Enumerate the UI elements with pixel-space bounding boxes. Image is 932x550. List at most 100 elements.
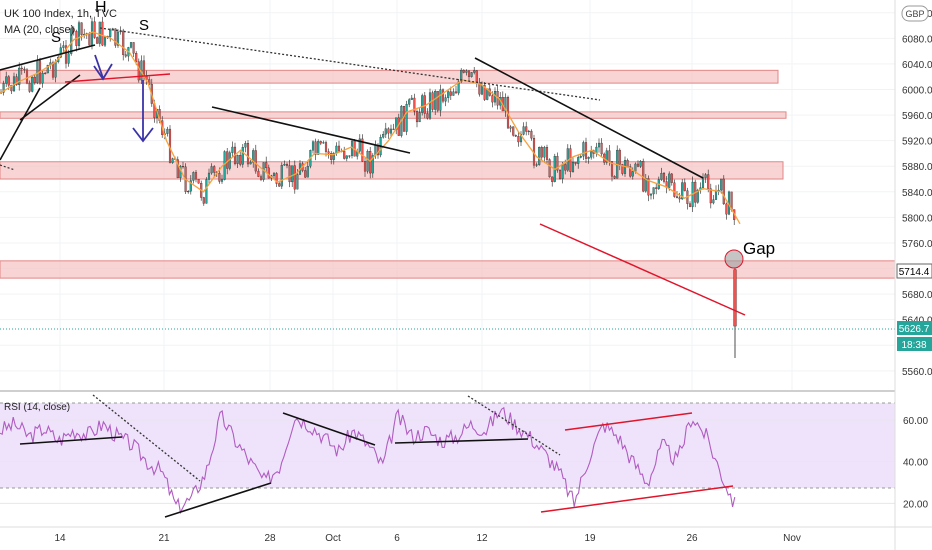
candle-body [348, 155, 351, 157]
candle-body [142, 60, 146, 77]
candle-body [704, 174, 707, 178]
candle-body [332, 153, 335, 160]
last-price-tag-box [897, 321, 932, 335]
countdown-tag-box [897, 337, 932, 351]
candle-body [205, 179, 208, 204]
candle-body [668, 173, 671, 188]
candle-body [246, 143, 250, 165]
candle-body [101, 21, 104, 46]
candle-body [171, 158, 174, 163]
candle-body [634, 163, 637, 172]
candle-body [33, 76, 36, 83]
price-axis-tick: 5960.0 [902, 111, 932, 122]
candle-body [314, 141, 317, 155]
trendline-dotted-left [0, 164, 16, 171]
candle-body [517, 136, 520, 143]
rsi-drawings [19, 394, 734, 518]
rsi-axis-tick: 40.00 [903, 458, 928, 469]
candle-body [418, 112, 421, 123]
candle-body [288, 165, 291, 183]
candle-body [465, 70, 468, 73]
price-axis-tick: 5880.0 [902, 162, 932, 173]
candle-body [291, 165, 294, 183]
zone-rect [0, 161, 784, 180]
candle-body [428, 92, 432, 119]
candle-body [223, 151, 226, 180]
symbol-legend: UK 100 Index, 1h, TVC [4, 8, 117, 20]
candle-body [655, 187, 658, 189]
candle-body [382, 134, 385, 138]
candle-body [59, 47, 62, 58]
candle-body [636, 163, 640, 167]
rsi-grid [0, 419, 895, 504]
candle-body [2, 83, 5, 93]
candle-body [714, 190, 718, 200]
candle-body [306, 166, 309, 178]
currency-badge: GBP [905, 9, 924, 19]
candle-body [18, 67, 21, 85]
candle-body [605, 150, 608, 163]
candle-body [629, 166, 632, 177]
candle-body [387, 128, 390, 134]
rsi-axis-labels[interactable]: 20.00 40.00 60.00 [903, 416, 928, 510]
drawings [0, 27, 746, 316]
candle-body [64, 45, 68, 64]
candle-body [454, 91, 458, 94]
trendline-descending-1 [211, 106, 411, 154]
candle-body [618, 149, 621, 165]
candle-body [77, 22, 81, 46]
candle-body [296, 174, 299, 190]
candle-body [371, 155, 374, 174]
time-axis-tick: Oct [325, 533, 341, 544]
candle-body [384, 128, 387, 135]
candle-body [647, 178, 650, 196]
head-label: H [95, 0, 107, 16]
candle-body [319, 141, 322, 144]
rsi-legend: RSI (14, close) [4, 402, 70, 413]
candle-body [181, 165, 185, 168]
candle-body [54, 61, 57, 78]
candle-body [569, 148, 572, 172]
candle-body [480, 85, 484, 95]
candle-body [587, 157, 590, 159]
price-axis-tick: 5920.0 [902, 137, 932, 148]
time-axis-tick: 12 [476, 533, 488, 544]
trendline-red-channel [539, 223, 746, 316]
candle-body [98, 21, 101, 44]
candle-body [696, 189, 699, 203]
candle-body [124, 54, 127, 57]
last-price-tag: 5626.7 [899, 324, 930, 335]
ma-legend: MA (20, close) [4, 24, 74, 36]
candle-body [231, 146, 234, 153]
time-axis-tick: 26 [686, 533, 698, 544]
candle-body [709, 188, 712, 204]
candle-body [525, 126, 528, 132]
trendline-dotted-resistance [99, 27, 601, 101]
level-tag-box [896, 263, 932, 279]
candle-body [207, 172, 211, 180]
candle-body [244, 143, 247, 148]
candle-body [103, 35, 107, 46]
candle-body [444, 97, 447, 102]
candle-body [358, 138, 361, 152]
candle-body [470, 72, 473, 77]
candle-body [366, 151, 369, 172]
time-axis-tick: 28 [264, 533, 276, 544]
candle-body [673, 182, 676, 197]
candle-body [343, 150, 346, 159]
candle-body [226, 151, 229, 169]
candle-body [410, 97, 413, 100]
time-axis-labels[interactable]: 14 21 28 Oct 6 12 19 26 Nov [54, 533, 800, 544]
currency-badge-box[interactable] [901, 5, 929, 22]
candle-body [23, 68, 26, 71]
candle-body [439, 89, 442, 111]
trendline-steep [0, 87, 41, 161]
candle-body [402, 105, 406, 132]
candle-body [93, 21, 96, 38]
candle-body [132, 42, 135, 54]
candle-body [44, 72, 47, 74]
candle-body [31, 76, 34, 92]
candle-body [114, 28, 117, 46]
candle-body [720, 178, 723, 191]
